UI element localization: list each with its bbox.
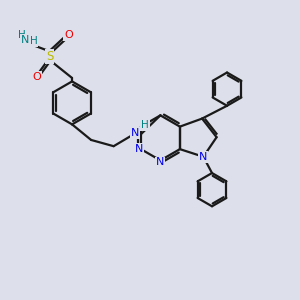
Text: N: N (156, 158, 165, 167)
Text: N: N (199, 152, 208, 162)
Text: H: H (30, 36, 38, 46)
Text: H: H (141, 120, 149, 130)
Text: O: O (64, 30, 73, 40)
Text: O: O (32, 72, 41, 82)
Text: H: H (18, 30, 26, 40)
Text: S: S (46, 50, 53, 63)
Text: N: N (131, 128, 139, 138)
Text: N: N (135, 144, 143, 154)
Text: N: N (20, 35, 29, 45)
